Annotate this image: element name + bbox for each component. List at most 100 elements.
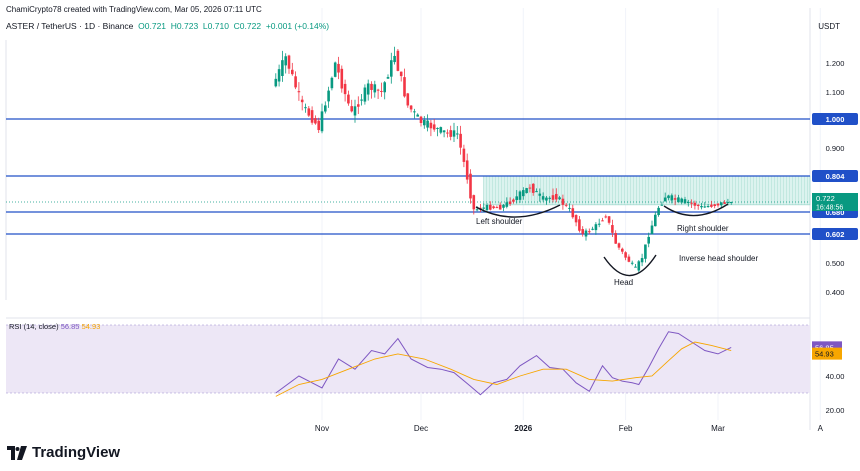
candle-body xyxy=(456,133,459,135)
candle-body xyxy=(607,216,611,223)
candle-body xyxy=(300,99,304,103)
symbol-name: ASTER / TetherUS · 1D · Binance xyxy=(6,21,134,31)
candle-body xyxy=(545,197,548,201)
tradingview-logo-text: TradingView xyxy=(32,444,121,461)
candle-body xyxy=(700,206,703,208)
candle-body xyxy=(558,197,561,200)
candle-body xyxy=(667,195,670,199)
candle-body xyxy=(320,111,324,132)
symbol-line: ASTER / TetherUS · 1D · Binance O0.721 H… xyxy=(6,21,329,31)
candle-body xyxy=(640,258,644,263)
candle-body xyxy=(584,230,588,237)
candle-body xyxy=(327,90,330,102)
left-shoulder-arc xyxy=(475,204,561,218)
rsi-ma-line xyxy=(275,341,732,397)
candle-body xyxy=(353,106,357,116)
candle-body xyxy=(581,229,584,234)
candle-body xyxy=(287,55,291,69)
candle-body xyxy=(680,198,683,203)
candle-body xyxy=(555,193,558,200)
candle-body xyxy=(409,105,413,110)
candle-body xyxy=(654,214,657,227)
candle-body xyxy=(436,127,439,129)
pattern-annotation: Head xyxy=(614,278,633,287)
candle-body xyxy=(677,197,680,203)
candle-body xyxy=(406,93,410,106)
candle-body xyxy=(561,198,565,205)
candle-body xyxy=(380,90,383,92)
candle-body xyxy=(538,193,542,196)
ohlc-high: H0.723 xyxy=(170,21,199,31)
candle-body xyxy=(518,191,522,200)
candle-body xyxy=(591,228,594,230)
candle-body xyxy=(611,225,614,233)
candle-body xyxy=(350,106,353,112)
candle-body xyxy=(459,133,462,148)
level-axis-label-bg xyxy=(812,113,858,125)
candle-body xyxy=(571,208,575,218)
ohlc-change: +0.001 (+0.14%) xyxy=(265,21,330,31)
candle-body xyxy=(307,108,311,116)
candle-body xyxy=(373,84,377,93)
candle-body xyxy=(340,68,344,89)
candle-body xyxy=(495,207,499,209)
time-tick-label: Nov xyxy=(315,424,329,433)
candle-body xyxy=(601,220,604,222)
candle-body xyxy=(703,206,707,208)
pattern-annotation: Inverse head shoulder xyxy=(679,254,759,263)
time-tick-label: Mar xyxy=(711,424,725,433)
candle-body xyxy=(416,114,419,117)
time-tick-label: Feb xyxy=(619,424,633,433)
credit-line: ChamiCrypto78 created with TradingView.c… xyxy=(6,5,262,14)
tradingview-logo[interactable]: TradingView xyxy=(7,444,120,461)
candle-body xyxy=(429,122,433,129)
candle-body xyxy=(337,63,340,73)
candle-body xyxy=(357,104,360,107)
price-tick-label: 0.900 xyxy=(826,144,845,153)
candle-body xyxy=(624,252,627,258)
candle-body xyxy=(347,94,350,104)
candle-body xyxy=(274,78,278,87)
candle-body xyxy=(426,120,429,128)
level-axis-label: 1.000 xyxy=(826,115,845,124)
candle-body xyxy=(720,202,723,206)
candle-body xyxy=(294,76,297,88)
price-tick-label: 1.200 xyxy=(826,59,845,68)
ohlc-close: C0.722 xyxy=(233,21,262,31)
candle-body xyxy=(469,173,472,199)
candle-body xyxy=(442,130,446,133)
candle-body xyxy=(541,196,545,200)
candle-body xyxy=(696,205,700,207)
candle-body xyxy=(597,223,601,225)
candle-body xyxy=(657,207,660,216)
candle-body xyxy=(399,71,403,77)
candle-body xyxy=(423,119,426,126)
candle-body xyxy=(729,202,733,203)
candle-body xyxy=(284,56,287,66)
candle-body xyxy=(531,183,535,193)
candle-body xyxy=(508,201,512,204)
tradingview-logo-icon xyxy=(7,445,27,460)
candle-body xyxy=(693,202,697,206)
candle-body xyxy=(363,87,367,102)
candle-body xyxy=(330,77,334,89)
candle-body xyxy=(621,248,624,252)
candle-body xyxy=(317,120,320,131)
candle-body xyxy=(419,116,423,123)
candle-body xyxy=(449,130,452,137)
candle-body xyxy=(462,148,466,162)
candle-body xyxy=(314,118,317,124)
rsi-tick-label: 40.00 xyxy=(826,372,845,381)
time-tick-label: Dec xyxy=(414,424,428,433)
candle-body xyxy=(670,195,674,201)
candle-body xyxy=(644,244,647,259)
candle-body xyxy=(366,83,370,95)
right-shoulder-arc xyxy=(663,203,729,217)
rsi-ma-legend-value: 54.93 xyxy=(81,322,101,331)
candle-body xyxy=(710,204,713,207)
candle-body xyxy=(343,83,347,95)
level-axis-label: 0.602 xyxy=(826,230,845,239)
candle-body xyxy=(726,201,730,203)
candle-body xyxy=(393,55,396,63)
candle-body xyxy=(535,191,538,193)
